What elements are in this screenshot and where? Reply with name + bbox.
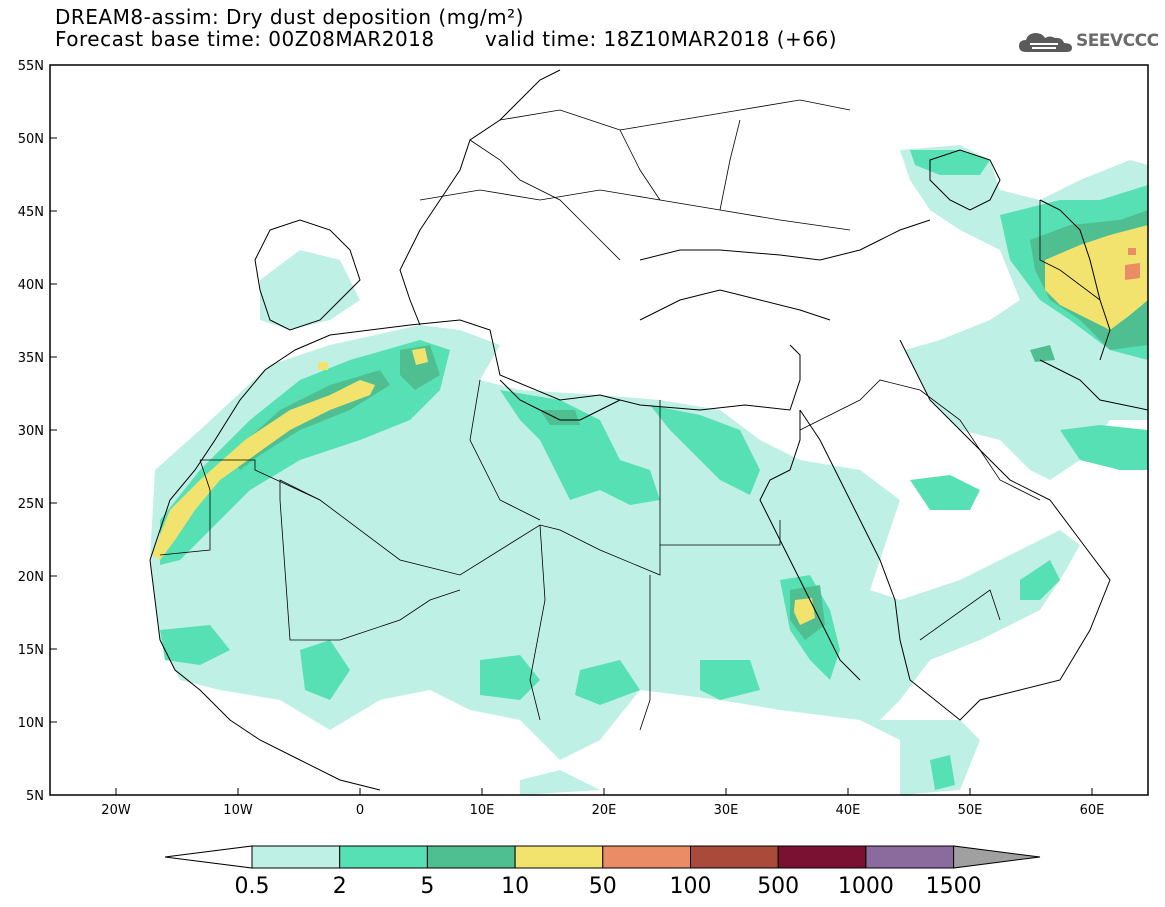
dust-level-0.5 [150,145,1148,795]
lat-tick-label: 50N [18,132,44,147]
cloud-logo-icon [1019,33,1072,52]
legend-swatch [690,845,779,869]
lat-tick-label: 40N [18,278,44,293]
longitude-labels: 20W 10W 0 10E 20E 30E 40E 50E 60E [101,803,1104,818]
latitude-labels: 55N 50N 45N 40N 35N 30N 25N 20N 15N 10N 5N [18,59,44,804]
lat-tick-label: 15N [18,643,44,658]
legend-label: 2 [333,874,347,899]
dust-field [150,145,1148,795]
lon-tick-label: 10W [223,803,253,818]
lon-tick-label: 30E [714,803,739,818]
lon-tick-label: 20W [101,803,131,818]
legend-swatch [602,845,691,869]
legend-swatch [865,845,955,869]
lat-tick-label: 30N [18,424,44,439]
legend-label: 5 [420,874,434,899]
lon-tick-label: 20E [592,803,617,818]
dust-level-10 [152,225,1148,625]
lat-tick-label: 35N [18,351,44,366]
seevccc-logo: SEEVCCC [1018,28,1159,56]
lat-tick-label: 10N [18,716,44,731]
axis-ticks [50,137,1093,795]
lon-tick-label: 40E [836,803,861,818]
lon-tick-label: 60E [1080,803,1105,818]
legend-label: 100 [670,874,712,899]
lat-tick-label: 20N [18,570,44,585]
country-borders [159,99,1101,731]
color-legend: 0.5 2 5 10 50 100 500 1000 1500 [164,845,1041,899]
legend-label: 0.5 [235,874,270,899]
lat-tick-label: 55N [18,59,44,74]
lon-tick-label: 10E [470,803,495,818]
legend-label: 50 [589,874,617,899]
lat-tick-label: 5N [26,789,44,804]
legend-above-arrow [953,845,1041,869]
legend-swatch [426,845,516,869]
lat-tick-label: 45N [18,205,44,220]
legend-swatch [339,845,428,869]
valid-time: valid time: 18Z10MAR2018 (+66) [485,27,838,51]
map-title: DREAM8-assim: Dry dust deposition (mg/m²… [55,5,524,29]
legend-label: 10 [501,874,529,899]
lat-tick-label: 25N [18,497,44,512]
legend-label: 500 [757,874,799,899]
legend-swatch [251,845,341,869]
dust-level-50 [1125,248,1140,280]
forecast-base-time: Forecast base time: 00Z08MAR2018 [55,27,435,51]
legend-label: 1000 [838,874,894,899]
coastlines [149,69,1148,791]
legend-below-arrow [164,845,253,869]
legend-swatch [514,845,604,869]
logo-text: SEEVCCC [1076,31,1159,51]
lon-tick-label: 50E [958,803,983,818]
legend-swatch [777,845,867,869]
legend-label: 1500 [926,874,982,899]
lon-tick-label: 0 [356,803,364,818]
